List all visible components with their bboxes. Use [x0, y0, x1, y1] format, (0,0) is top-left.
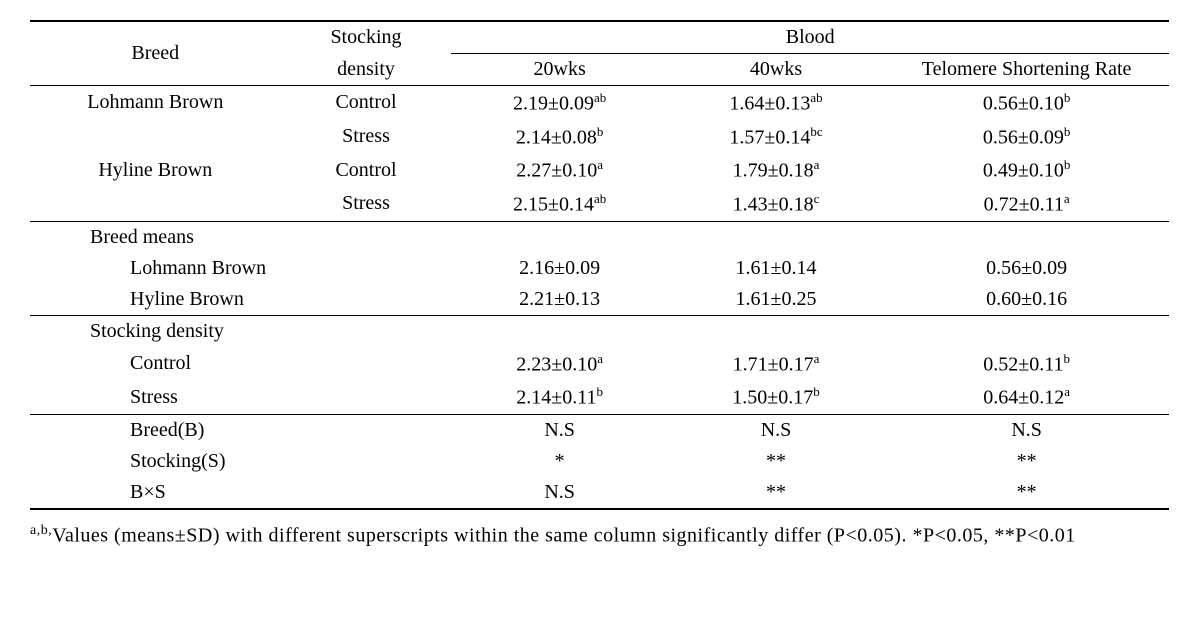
value-cell: 0.60±0.16 [884, 284, 1169, 316]
value-cell: 1.61±0.25 [668, 284, 884, 316]
value-cell: 1.57±0.14bc [668, 120, 884, 154]
header-tsr: Telomere Shortening Rate [884, 54, 1169, 86]
value-cell: N.S [451, 414, 667, 446]
breed-lohmann: Lohmann Brown [30, 86, 281, 120]
header-density-top: Stocking [281, 21, 452, 54]
footnote: a,b,Values (means±SD) with different sup… [30, 520, 1169, 552]
value-cell: 1.71±0.17a [668, 347, 884, 381]
breed-hyline: Hyline Brown [30, 153, 281, 187]
value-cell: ** [668, 477, 884, 509]
header-blood: Blood [451, 21, 1169, 54]
section-header: Stocking density [30, 315, 1169, 347]
value-cell: 2.15±0.14ab [451, 187, 667, 221]
footnote-text: Values (means±SD) with different supersc… [52, 525, 1076, 547]
data-table: Breed Stocking Blood density 20wks 40wks… [30, 20, 1169, 510]
value-cell: 2.14±0.11b [451, 380, 667, 414]
table-row: Stress 2.14±0.08b 1.57±0.14bc 0.56±0.09b [30, 120, 1169, 154]
breed-means-label: Breed means [30, 221, 451, 253]
dm-stress: Stress [30, 380, 451, 414]
density-cell: Control [281, 153, 452, 187]
bm-hyline: Hyline Brown [30, 284, 451, 316]
value-cell: 1.43±0.18c [668, 187, 884, 221]
bm-lohmann: Lohmann Brown [30, 253, 451, 284]
table-row: Stress 2.14±0.11b 1.50±0.17b 0.64±0.12a [30, 380, 1169, 414]
value-cell: 0.56±0.10b [884, 86, 1169, 120]
value-cell: 0.64±0.12a [884, 380, 1169, 414]
value-cell: N.S [668, 414, 884, 446]
value-cell: 0.56±0.09b [884, 120, 1169, 154]
value-cell: 1.79±0.18a [668, 153, 884, 187]
value-cell: 2.16±0.09 [451, 253, 667, 284]
value-cell: * [451, 446, 667, 477]
value-cell: 1.50±0.17b [668, 380, 884, 414]
table-row: Lohmann Brown 2.16±0.09 1.61±0.14 0.56±0… [30, 253, 1169, 284]
value-cell: 1.61±0.14 [668, 253, 884, 284]
value-cell: 2.23±0.10a [451, 347, 667, 381]
effect-breed: Breed(B) [30, 414, 451, 446]
value-cell: 2.21±0.13 [451, 284, 667, 316]
table-row: Control 2.23±0.10a 1.71±0.17a 0.52±0.11b [30, 347, 1169, 381]
density-cell: Stress [281, 120, 452, 154]
header-40wks: 40wks [668, 54, 884, 86]
footnote-sup: a,b, [30, 523, 52, 538]
effect-stocking: Stocking(S) [30, 446, 451, 477]
value-cell: 2.27±0.10a [451, 153, 667, 187]
value-cell: 0.56±0.09 [884, 253, 1169, 284]
value-cell: ** [884, 477, 1169, 509]
table-row: Breed(B) N.S N.S N.S [30, 414, 1169, 446]
header-20wks: 20wks [451, 54, 667, 86]
value-cell: N.S [884, 414, 1169, 446]
value-cell: 1.64±0.13ab [668, 86, 884, 120]
density-cell: Control [281, 86, 452, 120]
dm-control: Control [30, 347, 451, 381]
value-cell: 2.19±0.09ab [451, 86, 667, 120]
density-cell: Stress [281, 187, 452, 221]
value-cell: 0.49±0.10b [884, 153, 1169, 187]
value-cell: 0.52±0.11b [884, 347, 1169, 381]
table-row: Stress 2.15±0.14ab 1.43±0.18c 0.72±0.11a [30, 187, 1169, 221]
value-cell: 0.72±0.11a [884, 187, 1169, 221]
effect-bxs: B×S [30, 477, 451, 509]
section-header: Breed means [30, 221, 1169, 253]
value-cell: 2.14±0.08b [451, 120, 667, 154]
value-cell: ** [884, 446, 1169, 477]
value-cell: ** [668, 446, 884, 477]
table-row: Lohmann Brown Control 2.19±0.09ab 1.64±0… [30, 86, 1169, 120]
value-cell: N.S [451, 477, 667, 509]
table-row: B×S N.S ** ** [30, 477, 1169, 509]
table-row: Stocking(S) * ** ** [30, 446, 1169, 477]
header-density-bottom: density [281, 54, 452, 86]
density-means-label: Stocking density [30, 315, 451, 347]
table-row: Hyline Brown Control 2.27±0.10a 1.79±0.1… [30, 153, 1169, 187]
table-row: Hyline Brown 2.21±0.13 1.61±0.25 0.60±0.… [30, 284, 1169, 316]
header-breed: Breed [30, 21, 281, 86]
